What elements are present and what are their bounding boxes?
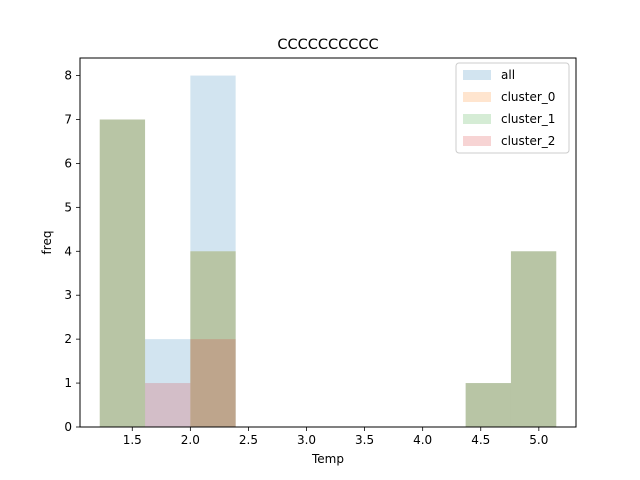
y-tick-label: 5 <box>64 200 72 214</box>
legend-label-cluster_0: cluster_0 <box>501 90 555 104</box>
y-tick-label: 7 <box>64 113 72 127</box>
bar-cluster_1-bin-0 <box>99 119 146 427</box>
x-tick-label: 2.5 <box>239 433 258 447</box>
bar-cluster_2-bin-2 <box>190 339 236 427</box>
y-tick-label: 2 <box>64 332 72 346</box>
bar-all-bin-0 <box>99 119 146 427</box>
bar-all-bin-9 <box>510 251 557 427</box>
bar-cluster_1-bin-8 <box>465 383 511 427</box>
y-tick-label: 3 <box>64 288 72 302</box>
x-tick-label: 1.5 <box>123 433 142 447</box>
bar-cluster_0-bin-2 <box>190 251 236 427</box>
x-tick-label: 3.5 <box>355 433 374 447</box>
bar-cluster_1-bin-2 <box>190 251 236 427</box>
x-tick-label: 4.5 <box>471 433 490 447</box>
bar-cluster_0-bin-9 <box>510 251 557 427</box>
legend-label-cluster_1: cluster_1 <box>501 112 555 126</box>
x-axis-ticks: 1.5 2.0 2.5 3.0 3.5 4.0 4.5 5.0 <box>123 427 548 447</box>
y-axis-ticks: 0 1 2 3 4 5 6 7 8 <box>64 69 80 434</box>
x-axis-label: Temp <box>311 452 344 466</box>
y-tick-label: 8 <box>64 69 72 83</box>
legend-swatch-cluster_0 <box>463 92 491 102</box>
chart-title: CCCCCCCCCC <box>277 37 378 53</box>
y-tick-label: 1 <box>64 376 72 390</box>
bar-cluster_2-bin-1 <box>145 383 191 427</box>
legend-swatch-cluster_1 <box>463 114 491 124</box>
y-tick-label: 6 <box>64 156 72 170</box>
bar-all-bin-1 <box>145 339 191 427</box>
legend-swatch-all <box>463 70 491 80</box>
bar-cluster_1-bin-9 <box>510 251 557 427</box>
legend-frame <box>455 62 570 154</box>
legend-label-cluster_2: cluster_2 <box>501 134 555 148</box>
legend-swatch-cluster_2 <box>463 136 491 146</box>
x-tick-label: 2.0 <box>181 433 200 447</box>
legend: all cluster_0 cluster_1 cluster_2 <box>455 62 570 154</box>
bar-cluster_0-bin-0 <box>99 119 146 427</box>
x-tick-label: 4.0 <box>413 433 432 447</box>
bars-layer <box>99 75 557 427</box>
y-tick-label: 4 <box>64 244 72 258</box>
legend-label-all: all <box>501 68 515 82</box>
axes-frame <box>79 57 577 428</box>
bar-all-bin-2 <box>190 75 236 427</box>
y-axis-label: freq <box>40 231 54 255</box>
x-tick-label: 5.0 <box>529 433 548 447</box>
bar-cluster_0-bin-8 <box>465 383 511 427</box>
y-tick-label: 0 <box>64 420 72 434</box>
bar-all-bin-8 <box>465 383 511 427</box>
x-tick-label: 3.0 <box>297 433 316 447</box>
